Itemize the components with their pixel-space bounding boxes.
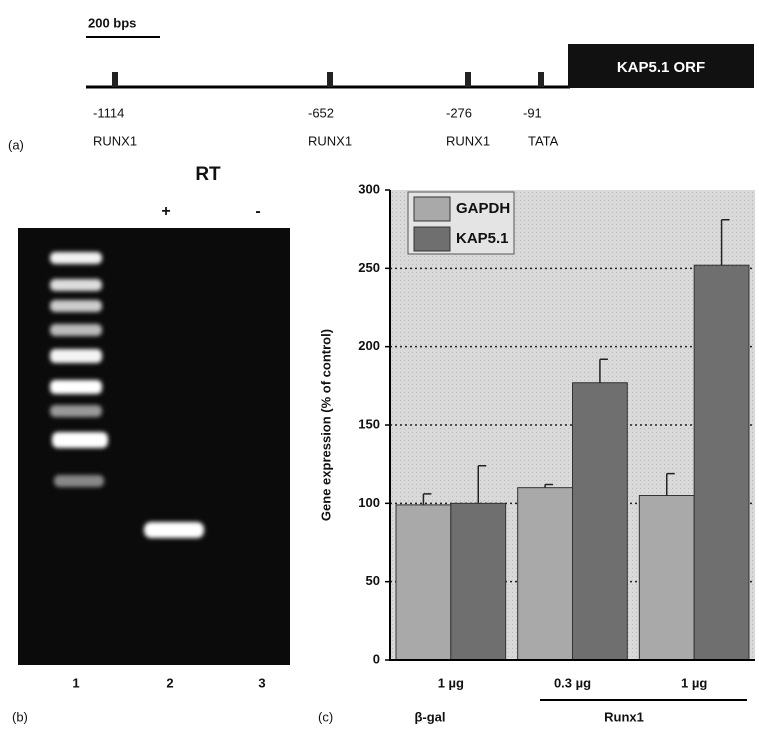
site-marker bbox=[465, 72, 471, 87]
y-tick-label: 250 bbox=[358, 260, 380, 275]
site-marker bbox=[538, 72, 544, 87]
site-name: RUNX1 bbox=[308, 133, 352, 148]
axes bbox=[389, 190, 755, 661]
site-name: TATA bbox=[528, 133, 559, 148]
error-bar bbox=[422, 493, 432, 505]
sites: -1114 RUNX1 -652 RUNX1 -276 RUNX1 -91 TATA bbox=[93, 72, 559, 148]
orf-label: KAP5.1 ORF bbox=[617, 59, 705, 76]
y-tick-label: 50 bbox=[366, 573, 380, 588]
y-tick-label: 150 bbox=[358, 416, 380, 431]
site-position: -91 bbox=[523, 105, 542, 120]
site-position: -276 bbox=[446, 105, 472, 120]
gel-bands bbox=[50, 252, 204, 538]
error-bar bbox=[666, 472, 675, 496]
group-label: β-gal bbox=[414, 709, 445, 724]
bar bbox=[638, 495, 695, 661]
legend-swatch bbox=[413, 226, 451, 252]
panel-label: (b) bbox=[12, 709, 28, 724]
bar bbox=[395, 504, 452, 661]
bar bbox=[450, 502, 507, 661]
panel-c: (c) Gene expression (% of control) β-gal… bbox=[318, 329, 747, 724]
error-bar bbox=[599, 358, 608, 383]
error-bar bbox=[720, 219, 730, 266]
condition-label: - bbox=[255, 203, 260, 220]
legend-label: KAP5.1 bbox=[456, 230, 509, 247]
y-tick-label: 0 bbox=[373, 651, 380, 666]
error-bar bbox=[477, 464, 487, 504]
site-position: -1114 bbox=[93, 105, 124, 120]
panel-label: (a) bbox=[8, 137, 24, 152]
panel-b: RT + - 1 2 3 (b) bbox=[12, 164, 290, 724]
legend-swatch bbox=[413, 196, 451, 222]
site-name: RUNX1 bbox=[446, 133, 490, 148]
bar bbox=[693, 264, 750, 661]
panel-a: 200 bps KAP5.1 ORF (a) -1114 RUNX1 -652 RUN… bbox=[8, 15, 754, 152]
lane-label: 1 bbox=[72, 675, 79, 690]
y-tick-label: 300 bbox=[358, 181, 380, 196]
condition-label: + bbox=[161, 203, 170, 220]
error-bar bbox=[544, 483, 554, 488]
x-tick-label: 1 µg bbox=[681, 675, 707, 690]
lane-label: 3 bbox=[258, 675, 265, 690]
site-marker bbox=[112, 72, 118, 87]
site-name: RUNX1 bbox=[93, 133, 137, 148]
panel-label: (c) bbox=[318, 709, 333, 724]
legend-label: GAPDH bbox=[456, 200, 510, 217]
orf-box bbox=[568, 44, 754, 88]
y-axis-title: Gene expression (% of control) bbox=[318, 329, 333, 521]
y-tick-label: 100 bbox=[358, 495, 380, 510]
lane-label: 2 bbox=[166, 675, 173, 690]
bar bbox=[572, 382, 628, 661]
site-position: -652 bbox=[308, 105, 334, 120]
x-tick-label: 1 µg bbox=[438, 675, 464, 690]
group-label: Runx1 bbox=[604, 709, 644, 724]
y-tick-label: 200 bbox=[358, 338, 380, 353]
site-marker bbox=[327, 72, 333, 87]
bar bbox=[517, 487, 574, 661]
gel-title: RT bbox=[195, 164, 221, 185]
scale-label: 200 bps bbox=[88, 15, 136, 30]
x-tick-label: 0.3 µg bbox=[554, 675, 591, 690]
